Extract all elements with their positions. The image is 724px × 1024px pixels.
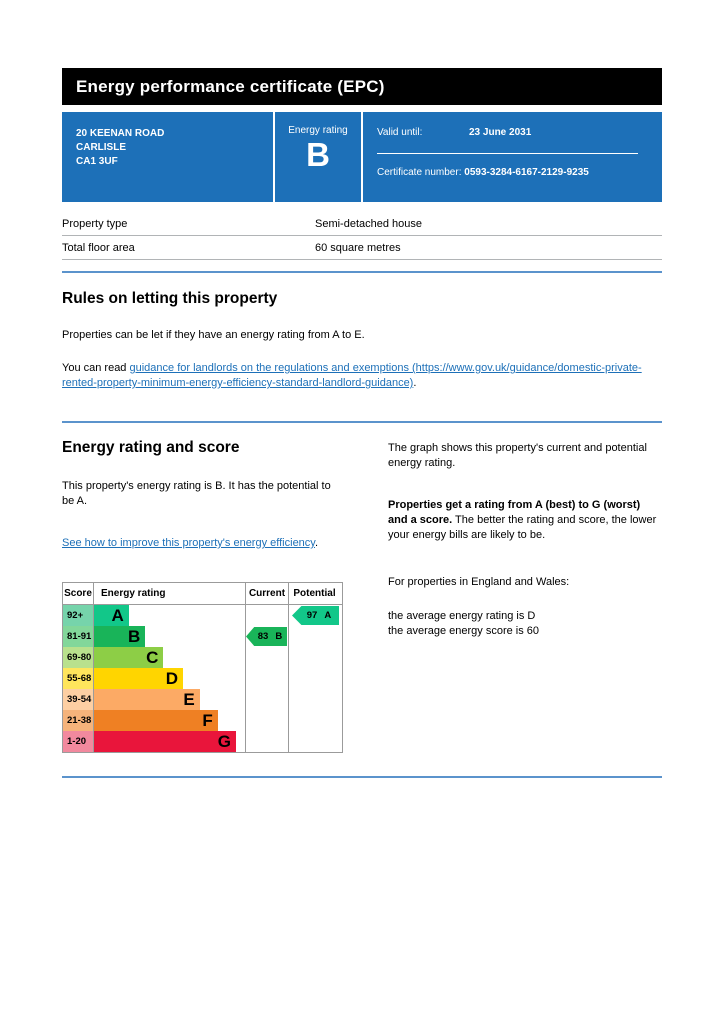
property-address: 20 KEENAN ROAD CARLISLE CA1 3UF <box>62 112 273 202</box>
average-rating-line: the average energy rating is D <box>388 610 536 622</box>
energy-rating-value: B <box>306 136 330 173</box>
epc-score-column: 92+ 81-91 69-80 55-68 39-54 21-38 1-20 <box>63 605 94 752</box>
section-divider <box>62 421 662 423</box>
epc-rating-chart: Score Energy rating Current Potential 92… <box>62 582 343 753</box>
current-rating-arrow: 83 B <box>246 627 287 646</box>
average-score-line: the average energy score is 60 <box>388 625 540 637</box>
section-divider <box>62 271 662 273</box>
band-bar-F: F <box>94 710 218 731</box>
band-bar-C: C <box>94 647 164 668</box>
band-bar-G: G <box>94 731 236 752</box>
band-score-cell: 81-91 <box>63 626 93 647</box>
rating-explainer-bold: Properties get a rating from A (best) to… <box>388 499 641 526</box>
chart-header-current: Current <box>246 583 289 604</box>
average-ratings-text: the average energy rating is D the avera… <box>388 609 662 639</box>
energy-rating-label: Energy rating <box>288 125 348 136</box>
rating-section-heading: Energy rating and score <box>62 439 240 456</box>
england-wales-text: For properties in England and Wales: <box>388 576 570 588</box>
property-details-table: Property type Semi-detached house Total … <box>62 212 662 260</box>
band-bar-A: A <box>94 605 129 626</box>
rules-section-heading: Rules on letting this property <box>62 290 278 307</box>
chart-header-row: Score Energy rating Current Potential <box>63 583 342 605</box>
rating-explainer-rest: The better the rating and score, the low… <box>388 514 657 541</box>
floor-area-label: Total floor area <box>62 241 135 254</box>
divider <box>377 153 638 154</box>
potential-band: A <box>324 610 332 621</box>
band-score-cell: 21-38 <box>63 710 93 731</box>
energy-rating-cell: Energy rating B <box>275 112 361 202</box>
improve-paragraph: See how to improve this property's energ… <box>62 536 342 551</box>
band-bar-B: B <box>94 626 146 647</box>
floor-area-value: 60 square metres <box>315 241 401 254</box>
landlord-guidance-link[interactable]: guidance for landlords on the regulation… <box>62 362 642 389</box>
improve-efficiency-link[interactable]: See how to improve this property's energ… <box>62 537 315 549</box>
potential-score: 97 <box>306 610 318 621</box>
certificate-number-value: 0593-3284-6167-2129-9235 <box>464 167 589 178</box>
current-score: 83 <box>257 631 269 642</box>
rating-section-right-column: The graph shows this property's current … <box>388 439 662 753</box>
certificate-summary-box: 20 KEENAN ROAD CARLISLE CA1 3UF Energy r… <box>62 112 662 202</box>
address-line: CARLISLE <box>76 142 126 153</box>
rating-explainer-text: Properties get a rating from A (best) to… <box>388 498 662 543</box>
table-row: Property type Semi-detached house <box>62 212 662 236</box>
rules-paragraph: Properties can be let if they have an en… <box>62 329 365 341</box>
address-line: 20 KEENAN ROAD <box>76 128 165 139</box>
potential-rating-arrow: 97 A <box>292 606 339 625</box>
rules-link-suffix: . <box>413 377 417 389</box>
property-type-label: Property type <box>62 217 128 230</box>
band-score-cell: 1-20 <box>63 731 93 752</box>
improve-link-suffix: . <box>314 537 319 549</box>
chart-header-energy-rating: Energy rating <box>94 583 246 604</box>
valid-until-value: 23 June 2031 <box>469 127 532 138</box>
divider <box>273 112 275 202</box>
current-band: B <box>275 631 283 642</box>
section-divider <box>62 776 662 778</box>
band-score-cell: 55-68 <box>63 668 93 689</box>
band-score-cell: 69-80 <box>63 647 93 668</box>
table-row: Total floor area 60 square metres <box>62 236 662 260</box>
graph-description-text: The graph shows this property's current … <box>388 442 647 469</box>
potential-rating-column: 97 A <box>289 605 340 752</box>
rating-intro-text: This property's energy rating is B. It h… <box>62 480 331 507</box>
band-score-cell: 92+ <box>63 605 93 626</box>
page-title: Energy performance certificate (EPC) <box>76 76 385 96</box>
rating-section: Energy rating and score This property's … <box>62 439 662 753</box>
band-bar-D: D <box>94 668 184 689</box>
document-title-bar: Energy performance certificate (EPC) <box>62 68 662 105</box>
band-bar-E: E <box>94 689 200 710</box>
address-line: CA1 3UF <box>76 156 118 167</box>
divider <box>361 112 363 202</box>
property-type-value: Semi-detached house <box>315 217 423 230</box>
certificate-number-label: Certificate number: <box>377 167 462 178</box>
rules-link-prefix: You can read <box>62 362 130 374</box>
chart-header-score: Score <box>63 583 94 604</box>
validity-cell: Valid until: 23 June 2031 Certificate nu… <box>363 112 662 202</box>
rating-section-left-column: Energy rating and score This property's … <box>62 439 343 753</box>
current-rating-column: 83 B <box>246 605 289 752</box>
valid-until-label: Valid until: <box>377 127 423 138</box>
rules-paragraph: You can read guidance for landlords on t… <box>62 361 662 391</box>
chart-header-potential: Potential <box>293 588 336 599</box>
band-score-cell: 39-54 <box>63 689 93 710</box>
